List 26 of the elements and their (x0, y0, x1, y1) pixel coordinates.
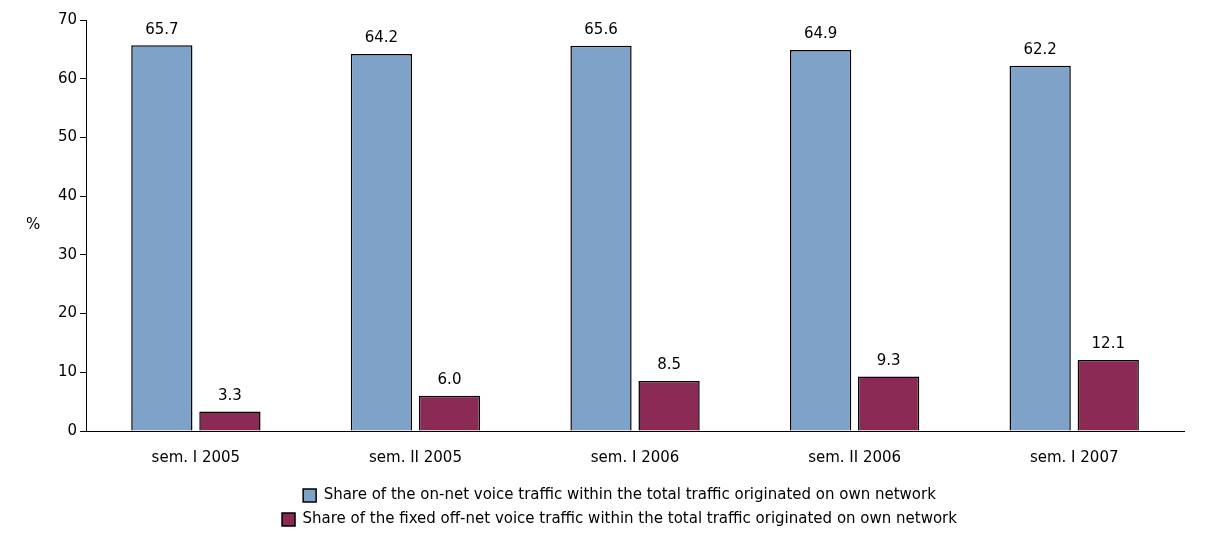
y-tick-label: 70 (57, 9, 78, 28)
data-label: 3.3 (217, 386, 242, 405)
y-tick-label: 10 (57, 362, 78, 381)
data-label: 65.7 (145, 19, 179, 38)
y-tick-label: 40 (57, 186, 78, 205)
data-label: 6.0 (437, 370, 462, 389)
data-label: 65.6 (584, 20, 618, 39)
x-tick-label: sem. II 2005 (368, 447, 462, 466)
y-tick-label: 0 (67, 420, 78, 439)
y-tick-label: 20 (57, 303, 78, 322)
legend-label: Share of the on-net voice traffic within the total traffic originated on own network (323, 485, 937, 504)
data-label: 9.3 (876, 350, 901, 369)
data-label: 64.9 (803, 24, 838, 43)
x-tick-label: sem. I 2007 (1029, 447, 1119, 466)
y-tick-label: 30 (57, 244, 78, 263)
y-tick-label: 50 (57, 127, 78, 146)
x-tick-label: sem. II 2006 (808, 447, 902, 466)
data-label: 62.2 (1023, 40, 1057, 59)
data-label: 12.1 (1091, 334, 1125, 353)
y-axis-title: % (25, 215, 41, 234)
x-tick-label: sem. I 2005 (151, 447, 241, 466)
x-tick-label: sem. I 2006 (590, 447, 680, 466)
data-label: 64.2 (364, 28, 399, 47)
legend-label: Share of the fixed off-net voice traffic within the total traffic originated on own network (302, 509, 958, 528)
y-tick-label: 60 (57, 68, 78, 87)
data-label: 8.5 (657, 355, 682, 374)
